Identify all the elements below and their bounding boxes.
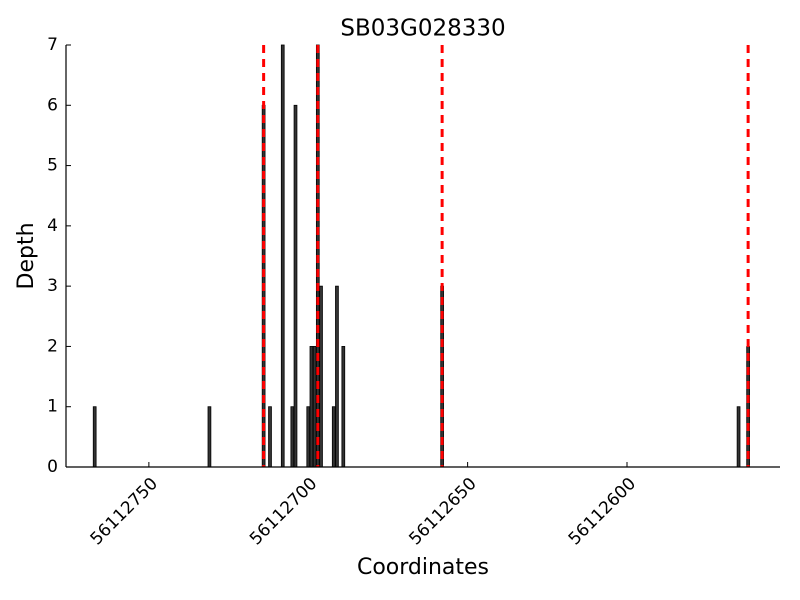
bar (312, 346, 317, 468)
x-tick-label: 56112700 (246, 474, 321, 549)
x-tick-label: 56112750 (87, 474, 162, 549)
bar (736, 406, 741, 468)
y-tick-label: 0 (47, 457, 58, 477)
bar (207, 406, 212, 468)
bar (319, 285, 323, 468)
y-axis-label: Depth (14, 222, 39, 289)
y-tick-label: 5 (47, 156, 58, 176)
x-tick-label: 56112600 (565, 474, 640, 549)
chart-title: SB03G028330 (340, 16, 505, 42)
bar (280, 44, 285, 468)
y-tick-label: 2 (47, 336, 58, 356)
y-tick-label: 6 (47, 95, 58, 115)
bar (306, 406, 311, 468)
bar (335, 285, 339, 468)
x-tick-label: 56112650 (405, 474, 480, 549)
bar (293, 104, 298, 468)
y-tick-label: 1 (47, 397, 58, 417)
y-tick-label: 4 (47, 216, 58, 236)
bar (309, 346, 314, 468)
bar (290, 406, 295, 468)
y-tick-label: 7 (47, 35, 58, 55)
bar (92, 406, 97, 468)
bar (746, 346, 750, 468)
bar (341, 346, 346, 468)
x-axis-label: Coordinates (357, 555, 489, 580)
bar (268, 406, 272, 468)
y-tick-label: 3 (47, 276, 58, 296)
bar (331, 406, 336, 468)
